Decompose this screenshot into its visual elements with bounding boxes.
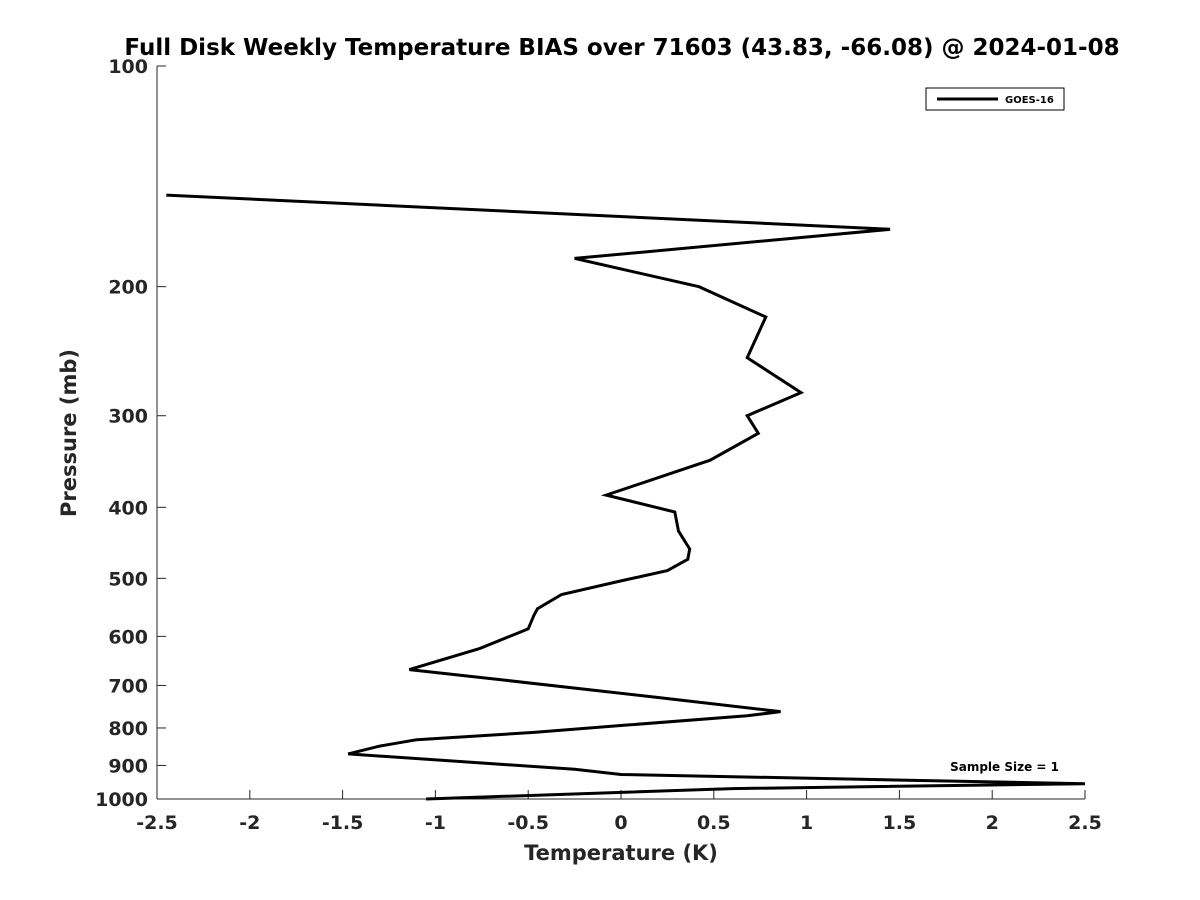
y-tick-label: 300 bbox=[108, 406, 148, 428]
x-tick-label: 0 bbox=[614, 812, 627, 834]
x-tick-label: -1.5 bbox=[322, 812, 364, 834]
x-tick-label: -2 bbox=[239, 812, 260, 834]
y-tick-label: 400 bbox=[108, 497, 148, 519]
y-tick-label: 200 bbox=[108, 277, 148, 299]
y-tick-label: 800 bbox=[108, 718, 148, 740]
y-tick-label: 600 bbox=[108, 626, 148, 648]
x-tick-label: -2.5 bbox=[136, 812, 178, 834]
x-tick-label: -0.5 bbox=[507, 812, 549, 834]
sample-size-annotation: Sample Size = 1 bbox=[950, 760, 1059, 774]
y-tick-label: 100 bbox=[108, 56, 148, 78]
x-tick-label: 2.5 bbox=[1068, 812, 1102, 834]
x-tick-label: 2 bbox=[986, 812, 999, 834]
x-tick-label: 1 bbox=[800, 812, 813, 834]
x-axis-label: Temperature (K) bbox=[524, 841, 718, 865]
y-tick-label: 1000 bbox=[95, 789, 148, 811]
y-tick-label: 500 bbox=[108, 568, 148, 590]
y-axis-label: Pressure (mb) bbox=[57, 349, 81, 517]
series-line-goes-16 bbox=[166, 193, 1086, 801]
legend-label-goes-16: GOES-16 bbox=[1005, 95, 1054, 106]
y-tick-label: 700 bbox=[108, 675, 148, 697]
y-tick-label: 900 bbox=[108, 755, 148, 777]
tick-layer: -2.5 -2 -1.5 -1 -0.5 0 0.5 1 1.5 2 2.5 100 200 300 400… bbox=[95, 56, 1102, 834]
legend: GOES-16 bbox=[925, 87, 1065, 111]
chart-title: Full Disk Weekly Temperature BIAS over 7… bbox=[124, 35, 1119, 61]
x-tick-label: -1 bbox=[425, 812, 446, 834]
x-tick-label: 0.5 bbox=[697, 812, 731, 834]
axes bbox=[156, 66, 1085, 800]
x-tick-label: 1.5 bbox=[883, 812, 917, 834]
